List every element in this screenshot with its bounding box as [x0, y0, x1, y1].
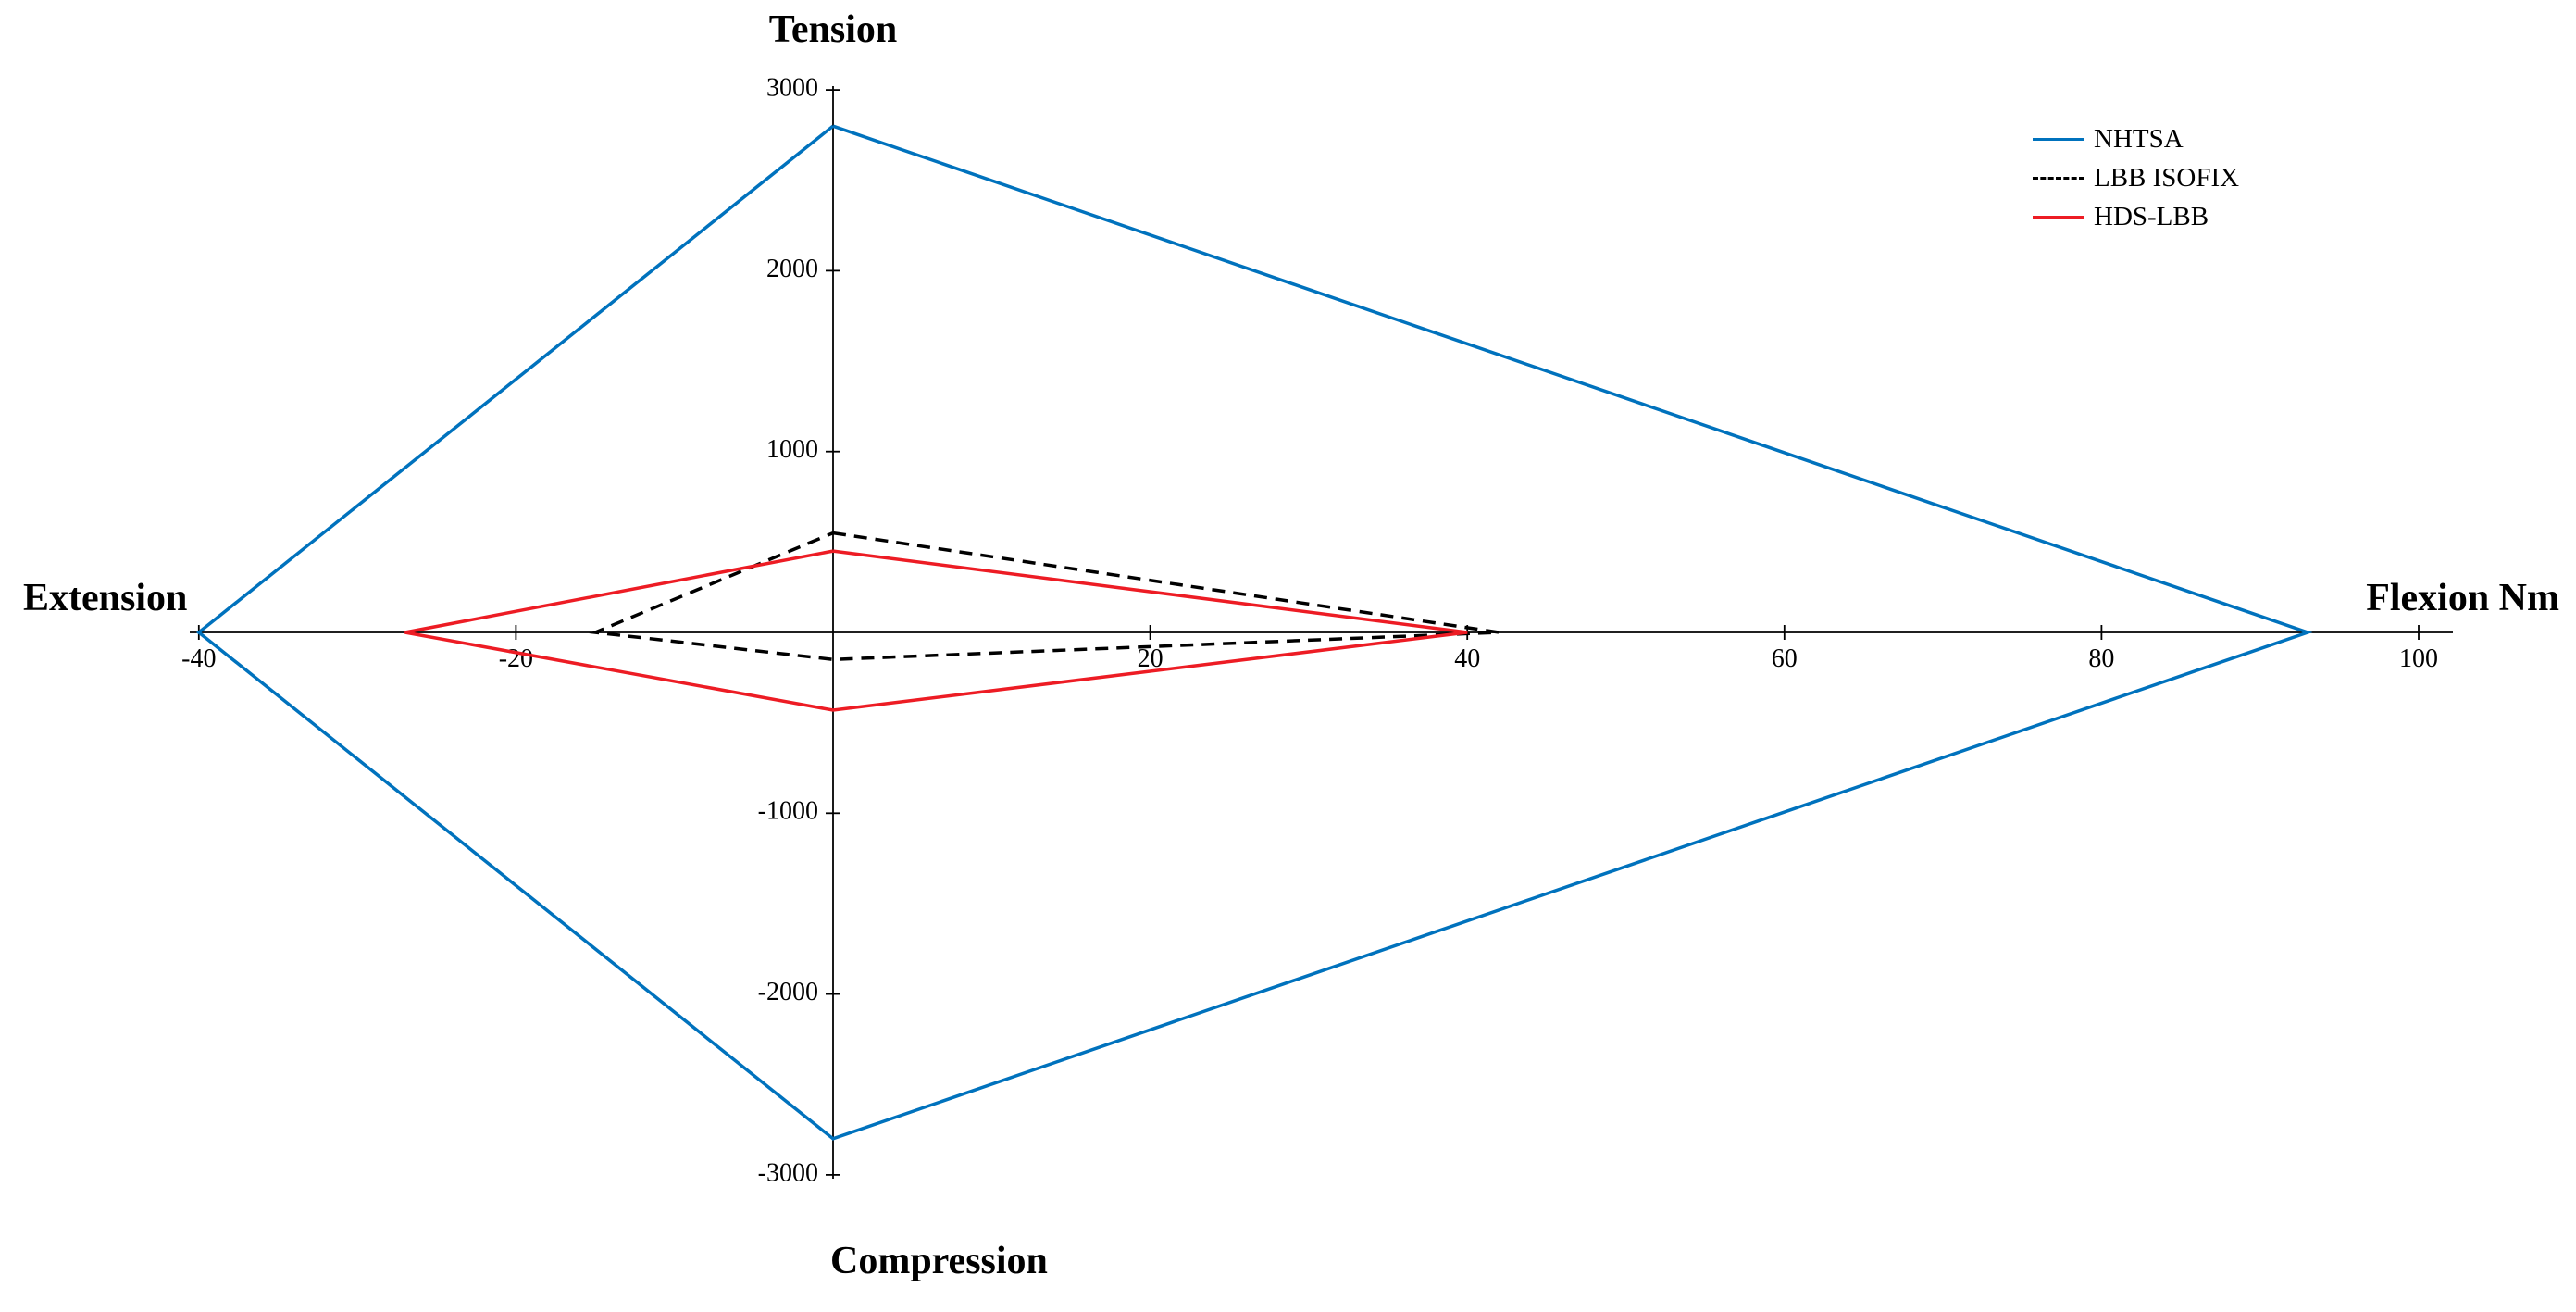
series-nhtsa [195, 124, 2313, 1141]
series-lbb-isofix [589, 531, 1500, 662]
legend-item: LBB ISOFIX [2033, 165, 2239, 192]
legend-line-sample [2033, 216, 2084, 219]
x-tick-label: 60 [1772, 644, 1798, 673]
y-tick-label: -1000 [758, 797, 818, 826]
legend-line-sample [2033, 177, 2084, 180]
x-tick-label: 40 [1454, 644, 1480, 673]
legend-label: HDS-LBB [2094, 202, 2209, 231]
y-tick-label: 3000 [766, 74, 818, 103]
x-tick-label: 80 [2088, 644, 2114, 673]
legend-label: NHTSA [2094, 124, 2184, 154]
legend-label: LBB ISOFIX [2094, 163, 2240, 193]
legend-line-sample [2033, 138, 2084, 141]
x-tick-label: 100 [2399, 644, 2438, 673]
legend: NHTSA LBB ISOFIX HDS-LBB [2033, 126, 2239, 231]
x-axis-left-label: Extension [23, 577, 188, 619]
y-axis-bottom-label-block: Compression N [830, 1193, 1048, 1312]
y-axis-bottom-label: Compression [830, 1239, 1048, 1282]
x-tick-label: 20 [1138, 644, 1164, 673]
y-tick-label: 2000 [766, 255, 818, 283]
legend-item: NHTSA [2033, 126, 2239, 153]
x-axis-right-label: Flexion Nm [2366, 577, 2559, 619]
y-tick-label: -3000 [758, 1158, 818, 1187]
y-tick-label: 1000 [766, 435, 818, 464]
series-hds-lbb [404, 549, 1468, 712]
y-axis-top-label: Tension [768, 8, 898, 51]
x-tick-label: -40 [181, 644, 216, 673]
y-tick-label: -2000 [758, 978, 818, 1006]
legend-item: HDS-LBB [2033, 204, 2239, 231]
